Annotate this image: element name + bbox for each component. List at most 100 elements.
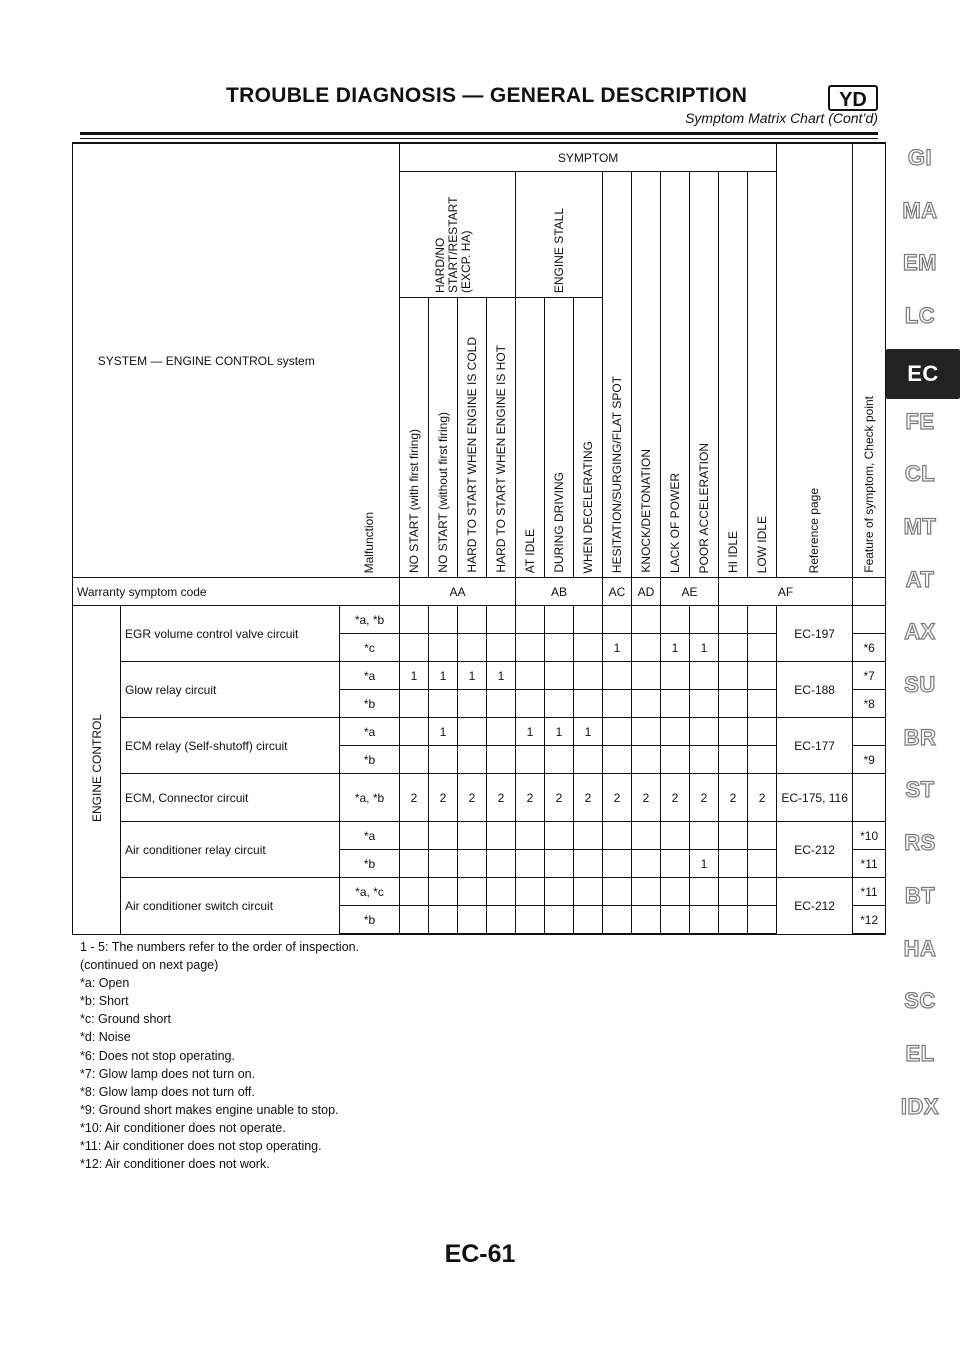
section-tab-ec[interactable]: EC	[886, 348, 960, 399]
symptom-value-cell	[602, 849, 633, 878]
symptom-value-cell	[718, 633, 749, 662]
symptom-value-cell	[399, 745, 430, 774]
warranty-label: Warranty symptom code	[77, 584, 207, 599]
symptom-value-cell	[428, 877, 459, 906]
section-tab-bt[interactable]: BT	[904, 882, 936, 908]
section-tab-st[interactable]: ST	[905, 777, 935, 803]
symptom-value-cell	[660, 877, 691, 906]
section-tab-fe[interactable]: FE	[905, 408, 935, 434]
section-tab-rs[interactable]: RS	[904, 830, 936, 856]
section-tab-cl[interactable]: CL	[904, 461, 936, 487]
feature-cell: *9	[852, 745, 887, 774]
section-tab-gi[interactable]: GI	[907, 145, 933, 170]
symptom-value-cell	[399, 849, 430, 878]
page-number: EC-61	[444, 1240, 516, 1268]
symptom-value-cell	[399, 877, 430, 906]
symptom-value-cell	[515, 905, 546, 935]
section-tab-em[interactable]: EM	[902, 250, 937, 276]
symptom-value-cell	[631, 745, 662, 774]
system-name-cell: ECM, Connector circuit	[119, 773, 341, 822]
symptom-col-7: WHEN DECELERATING	[573, 297, 604, 578]
symptom-col-12: HI IDLE	[718, 171, 749, 578]
malfunction-cell: *a, *b	[339, 773, 401, 822]
symptom-col-8: HESITATION/SURGING/FLAT SPOT	[602, 171, 633, 578]
symptom-value-cell: 2	[747, 773, 778, 822]
symptom-col-9: KNOCK/DETONATION	[631, 171, 662, 578]
symptom-value-cell	[631, 821, 662, 850]
symptom-value-cell	[544, 877, 575, 906]
section-tab-at[interactable]: AT	[905, 566, 935, 592]
symptom-value-cell	[544, 689, 575, 718]
reference-page-cell: EC-177	[776, 717, 854, 774]
notes-block: 1 - 5: The numbers refer to the order of…	[80, 938, 359, 1173]
malfunction-cell: *a, *c	[339, 877, 401, 906]
matrix-row: ECM relay (Self-shutoff) circuit *a 1 1 1 1 EC…	[73, 717, 887, 774]
symptom-value-cell: 1	[428, 717, 459, 746]
symptom-value-cell: 1	[544, 717, 575, 746]
symptom-value-cell: 2	[660, 773, 691, 822]
symptom-value-cell: 2	[428, 773, 459, 822]
symptom-value-cell	[428, 905, 459, 935]
symptom-value-cell: 1	[573, 717, 604, 746]
symptom-value-cell	[544, 661, 575, 690]
reference-page-cell: EC-188	[776, 661, 854, 718]
section-tab-su[interactable]: SU	[904, 672, 936, 697]
symptom-value-cell	[399, 689, 430, 718]
symptom-value-cell	[457, 877, 488, 906]
warranty-code-ad: AD	[631, 577, 662, 606]
symptom-value-cell	[457, 605, 488, 634]
symptom-value-cell	[428, 689, 459, 718]
note-line: *7: Glow lamp does not turn on.	[80, 1066, 256, 1081]
symptom-value-cell: 2	[602, 773, 633, 822]
stall-group-label: ENGINE STALL	[551, 207, 566, 293]
symptom-value-cell	[602, 717, 633, 746]
system-name-cell: Air conditioner switch circuit	[119, 877, 341, 935]
system-header-label: SYSTEM — ENGINE CONTROL system	[97, 353, 315, 368]
section-tab-br[interactable]: BR	[903, 724, 937, 750]
symptom-value-cell	[602, 689, 633, 718]
symptom-value-cell	[399, 605, 430, 634]
symptom-value-cell	[660, 849, 691, 878]
malfunction-cell: *b	[339, 689, 401, 718]
warranty-code-af: AF	[718, 577, 854, 606]
section-tab-sc[interactable]: SC	[904, 988, 936, 1014]
symptom-col-13: LOW IDLE	[747, 171, 778, 578]
symptom-value-cell	[486, 605, 517, 634]
symptom-value-cell: 2	[486, 773, 517, 822]
section-tab-ha[interactable]: HA	[903, 935, 937, 961]
symptom-value-cell	[660, 821, 691, 850]
symptom-value-cell: 1	[689, 849, 720, 878]
symptom-value-cell	[573, 661, 604, 690]
section-tab-ax[interactable]: AX	[904, 619, 936, 645]
matrix-row: Glow relay circuit *a 1 1 1 1 EC-188 *7	[73, 661, 887, 718]
warranty-code-ab-text: AB	[551, 584, 568, 599]
symptom-value-cell	[399, 905, 430, 935]
page-header-title: TROUBLE DIAGNOSIS — GENERAL DESCRIPTION	[226, 84, 748, 107]
symptom-value-cell	[747, 689, 778, 718]
symptom-value-cell	[747, 821, 778, 850]
section-tab-lc[interactable]: LC	[904, 303, 936, 329]
system-name-cell: ECM relay (Self-shutoff) circuit	[119, 717, 341, 774]
symptom-value-cell: 2	[689, 773, 720, 822]
feature-cell: *12	[852, 905, 887, 935]
symptom-col-10: LACK OF POWER	[660, 171, 691, 578]
symptom-value-cell	[718, 605, 749, 634]
section-tab-idx[interactable]: IDX	[900, 1093, 940, 1119]
symptom-value-cell	[573, 877, 604, 906]
symptom-col-4-label: HARD TO START WHEN ENGINE IS HOT	[493, 345, 508, 573]
symptom-header-cell: SYMPTOM	[399, 142, 778, 172]
warranty-code-aa-text: AA	[449, 584, 466, 599]
section-tab-el[interactable]: EL	[905, 1040, 935, 1066]
symptom-value-cell	[602, 661, 633, 690]
malfunction-header-cell: Malfunction	[339, 142, 401, 578]
section-tab-ma[interactable]: MA	[902, 197, 938, 223]
section-tab-mt[interactable]: MT	[903, 513, 937, 539]
malfunction-cell: *b	[339, 849, 401, 878]
category-cell: ENGINE CONTROL	[72, 605, 121, 935]
symptom-value-cell	[399, 821, 430, 850]
symptom-col-5-label: AT IDLE	[522, 528, 537, 573]
symptom-value-cell	[660, 661, 691, 690]
symptom-value-cell	[602, 745, 633, 774]
symptom-value-cell	[631, 605, 662, 634]
feature-cell: *10	[852, 821, 887, 850]
